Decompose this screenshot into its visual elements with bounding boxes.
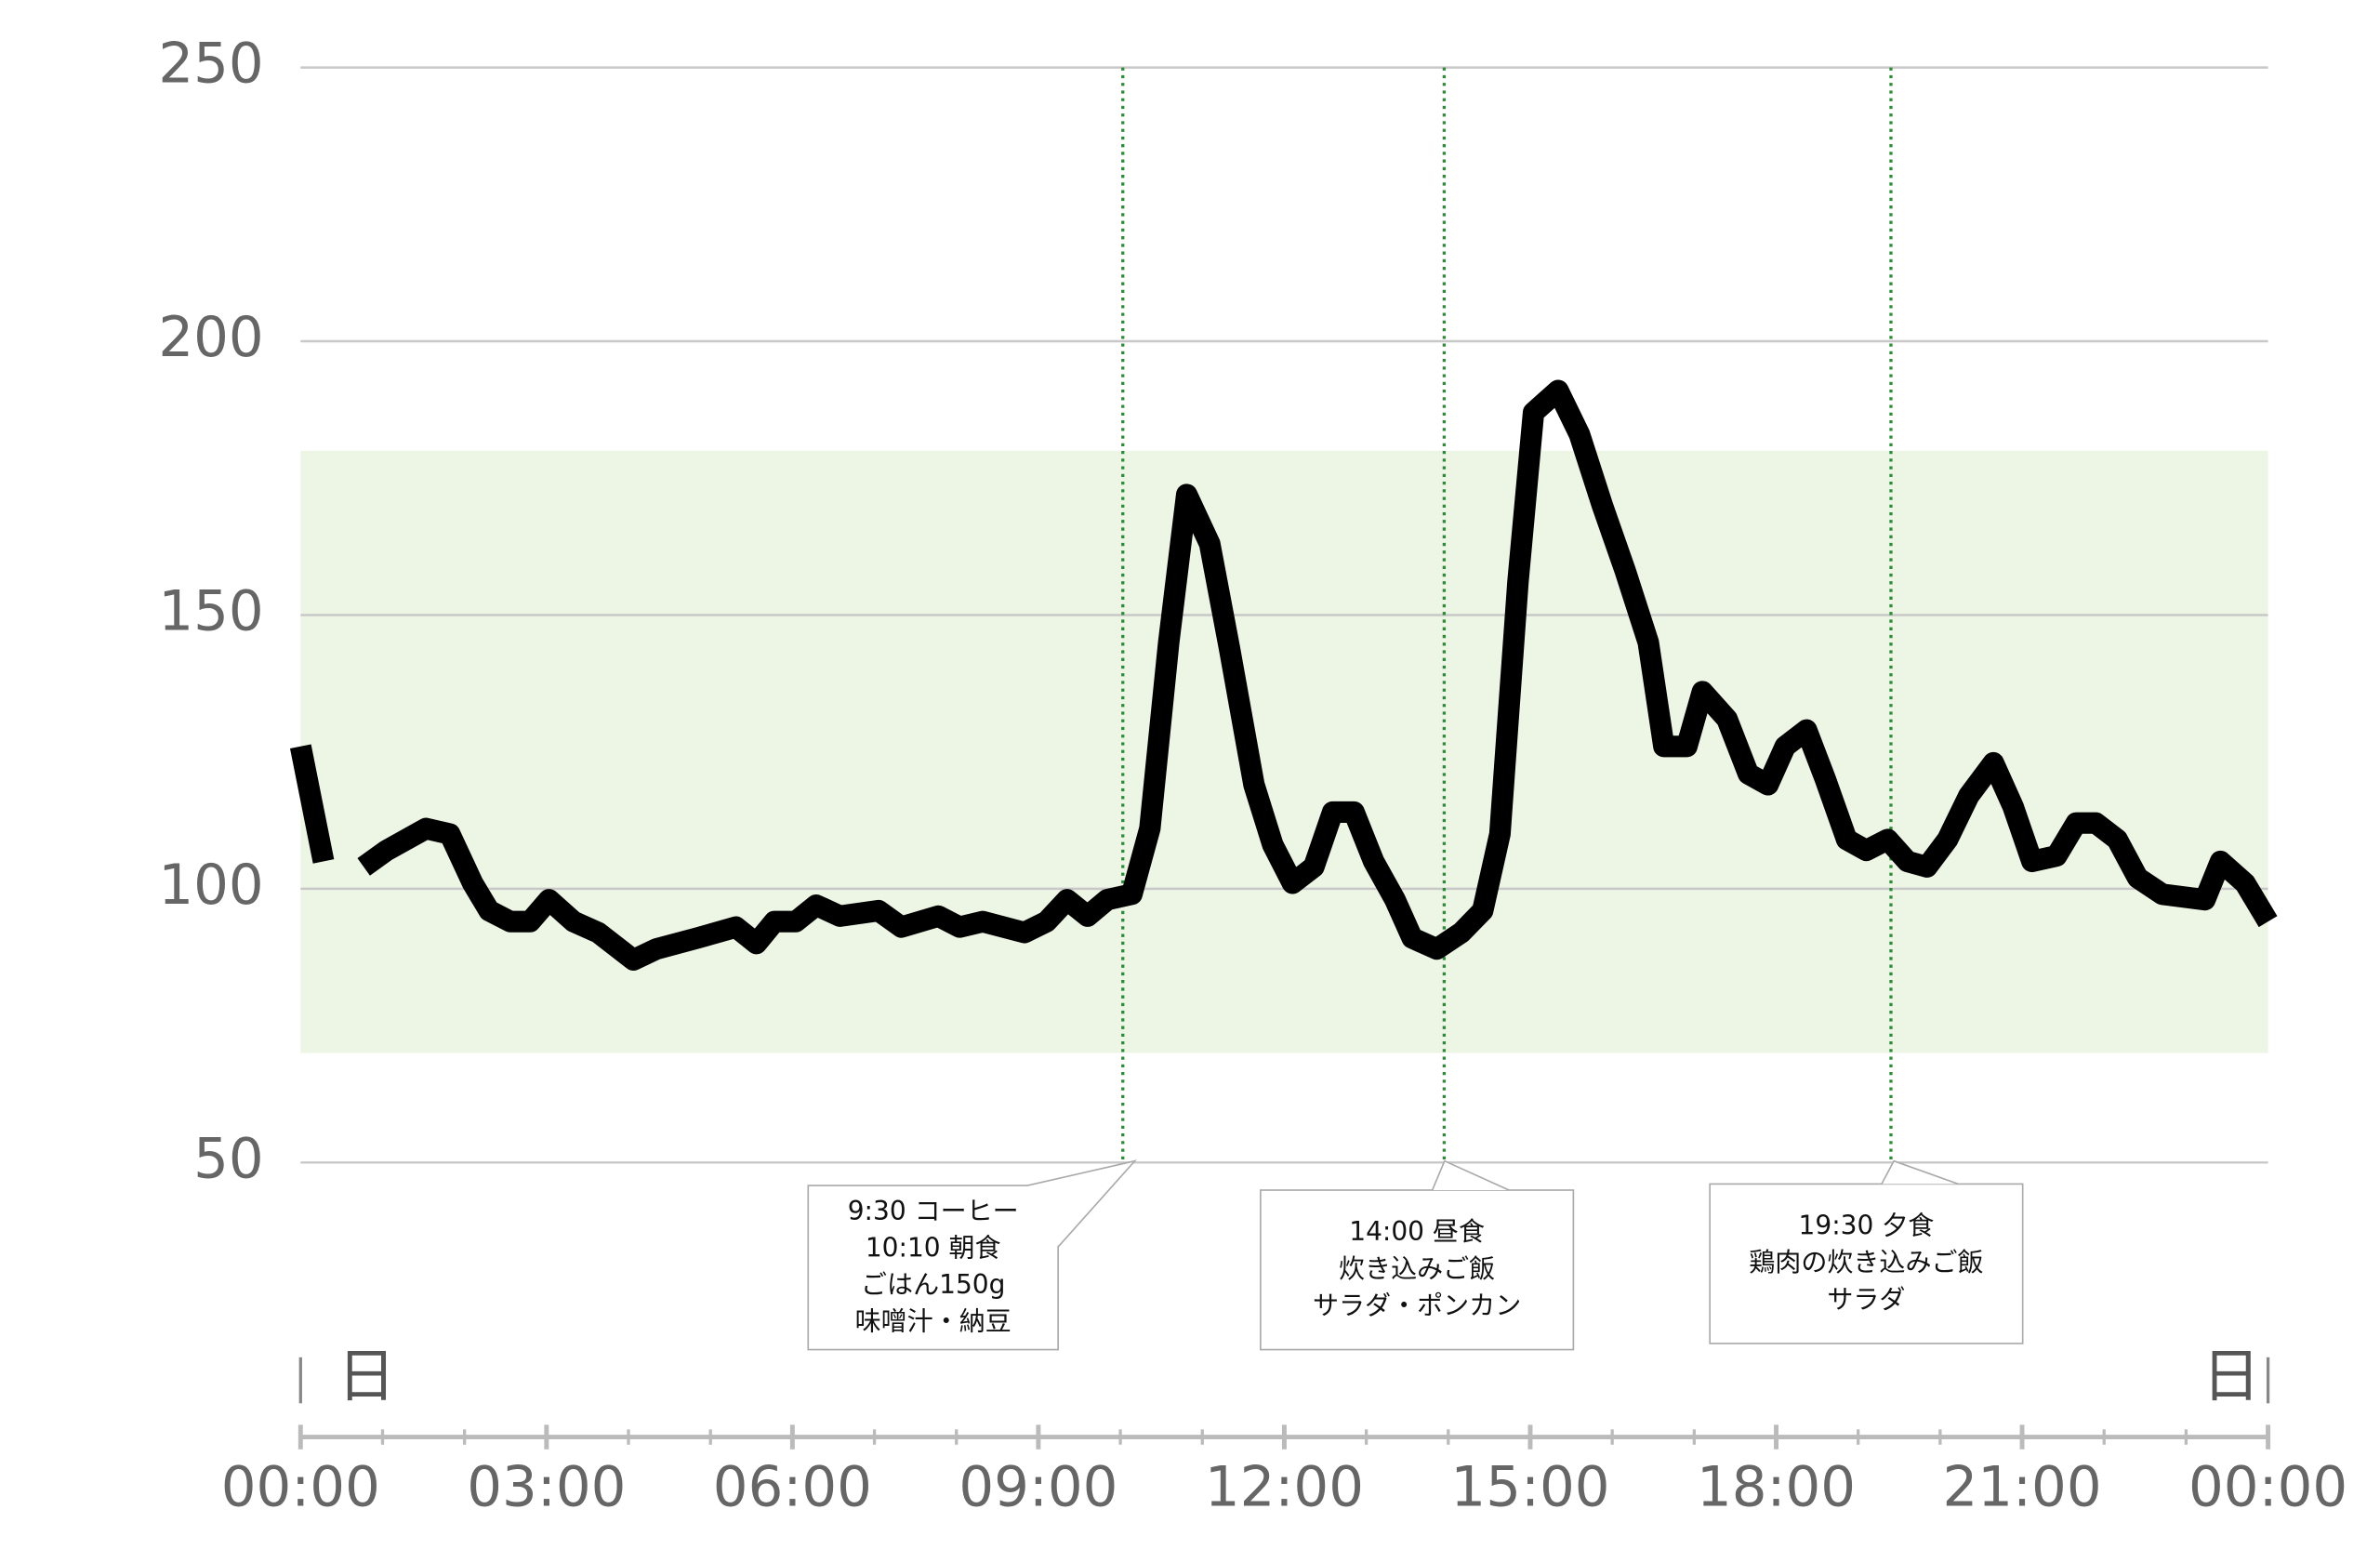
target-range xyxy=(300,450,2268,1053)
annotation-text: 9:30 コーヒー xyxy=(848,1196,1019,1226)
x-tick-label: 00:00 xyxy=(2188,1455,2347,1519)
x-tick-label: 12:00 xyxy=(1205,1455,1364,1519)
x-tick-label: 18:00 xyxy=(1697,1455,1856,1519)
annotation-box xyxy=(1260,1189,1575,1351)
annotation-text: サラダ xyxy=(1827,1284,1905,1315)
x-tick-label: 00:00 xyxy=(221,1455,380,1519)
annotation-box xyxy=(807,1185,1059,1351)
x-start-label: 日 xyxy=(337,1343,396,1410)
x-tick-label: 21:00 xyxy=(1942,1455,2101,1519)
y-tick-label: 150 xyxy=(158,580,263,644)
y-tick-label: 250 xyxy=(158,33,263,97)
annotation-text: 19:30 夕食 xyxy=(1799,1211,1935,1241)
x-tick-label: 09:00 xyxy=(959,1455,1117,1519)
annotation-text: サラダ・ポンカン xyxy=(1313,1290,1521,1320)
callout xyxy=(1881,1159,1959,1185)
annotation-text: 味噌汁・納豆 xyxy=(855,1306,1012,1337)
y-tick-label: 50 xyxy=(193,1127,264,1191)
x-end-label: 日 xyxy=(2202,1343,2261,1410)
callout xyxy=(1026,1159,1137,1248)
annotation-text: 10:10 朝食 xyxy=(866,1233,1001,1264)
callout xyxy=(1431,1159,1510,1191)
annotation-box xyxy=(1709,1183,2024,1344)
annotation-text: 炊き込みご飯 xyxy=(1339,1253,1495,1284)
annotation-text: ごはん150g xyxy=(861,1269,1005,1300)
annotation-text: 鶏肉の炊き込みご飯 xyxy=(1749,1247,1983,1278)
x-tick-label: 15:00 xyxy=(1450,1455,1609,1519)
x-tick-label: 03:00 xyxy=(467,1455,626,1519)
x-tick-label: 06:00 xyxy=(713,1455,872,1519)
glucose-line xyxy=(289,744,335,864)
glucose-line xyxy=(357,379,2278,971)
y-tick-label: 200 xyxy=(158,306,263,370)
y-tick-label: 100 xyxy=(158,854,263,918)
annotation-text: 14:00 昼食 xyxy=(1349,1216,1485,1247)
